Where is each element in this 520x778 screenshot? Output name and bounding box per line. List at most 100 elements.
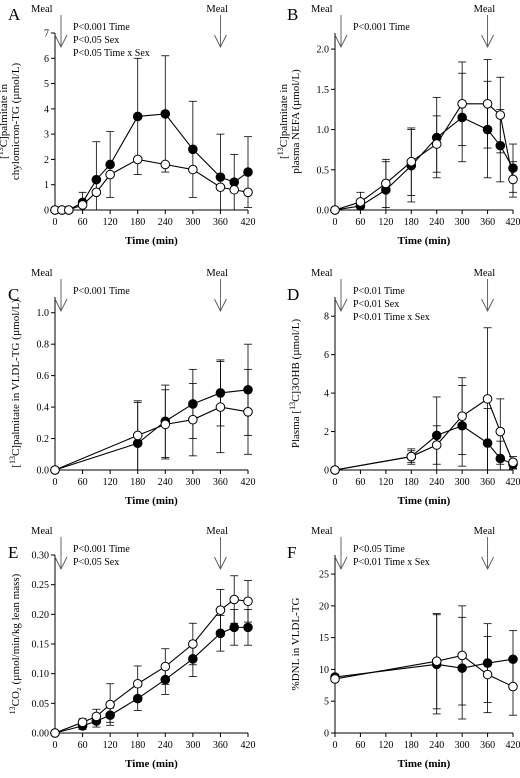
x-tick-label: 240 <box>158 477 173 488</box>
x-tick-label: 0 <box>53 477 58 488</box>
stats-annotation: P<0.05 Sex <box>73 557 119 568</box>
data-point <box>508 457 518 468</box>
stats-annotation: P<0.01 Time <box>353 286 405 297</box>
y-axis-label-superscript: 13 <box>8 456 17 464</box>
x-tick-label: 360 <box>480 740 495 751</box>
x-tick-label: 120 <box>378 217 393 228</box>
data-point <box>243 407 253 417</box>
y-axis-label: chylomicron-TG (µmol/L) <box>10 63 22 181</box>
panel-letter: F <box>287 543 296 562</box>
x-tick-label: 120 <box>378 477 393 488</box>
meal-arrow-head <box>214 298 227 313</box>
x-tick-label: 0 <box>333 217 338 228</box>
meal-label: Meal <box>31 268 53 279</box>
stats-annotation: P<0.01 Sex <box>353 299 399 310</box>
series-filled <box>330 614 518 720</box>
x-tick-label: 300 <box>185 477 200 488</box>
x-tick-label: 360 <box>213 477 228 488</box>
meal-arrow-head <box>54 298 68 313</box>
y-tick-label: 1 <box>44 180 49 191</box>
x-axis-label: Time (min) <box>125 235 178 247</box>
data-point <box>160 419 171 430</box>
y-axis-label-part: [ <box>0 155 10 159</box>
series-line <box>334 103 514 211</box>
x-tick-label: 180 <box>130 740 145 751</box>
series-open <box>50 154 253 215</box>
y-tick-label: 3 <box>44 130 49 141</box>
data-point <box>330 205 340 215</box>
meal-label: Meal <box>206 268 228 279</box>
y-axis-label-part: %DNL in VLDL-TG <box>290 598 302 691</box>
data-point <box>330 465 340 475</box>
panel-b: B 0.0 0.5 1.0 1.5 2.0 0 60 120 180 240 300 360 420 Tim… <box>276 4 520 247</box>
x-tick-label: 0 <box>333 740 338 751</box>
y-axis-label-part: C]palmitate in VLDL-TG (µmol/L) <box>10 299 22 456</box>
x-tick-label: 360 <box>480 477 495 488</box>
y-axis-label-part: C]palmitate in <box>278 84 290 148</box>
data-point <box>105 169 115 180</box>
data-point <box>508 681 518 692</box>
x-tick-label: 360 <box>213 740 228 751</box>
x-tick-label: 300 <box>185 217 200 228</box>
x-tick-label: 240 <box>429 477 444 488</box>
y-tick-label: 1.0 <box>317 125 330 136</box>
data-point <box>50 728 60 738</box>
y-tick-label: 0 <box>44 206 49 217</box>
x-tick-label: 420 <box>241 477 256 488</box>
stats-annotation: P<0.001 Time <box>73 22 130 33</box>
y-tick-label: 4 <box>44 104 49 115</box>
y-axis-label-superscript: 13 <box>0 147 5 155</box>
y-axis-label-part: [ <box>278 155 290 159</box>
data-point <box>495 426 506 437</box>
panel-f: F 0 5 10 15 20 25 0 60 120 180 240 300 360 420 Time (mi… <box>287 526 520 770</box>
y-tick-label: 0 <box>324 729 329 740</box>
data-point <box>50 465 60 475</box>
y-tick-label: 8 <box>324 312 329 323</box>
meal-label: Meal <box>474 526 496 537</box>
x-tick-label: 180 <box>130 217 145 228</box>
data-point <box>482 99 493 109</box>
y-tick-label: 0.10 <box>32 669 50 680</box>
series-filled <box>330 72 518 215</box>
x-tick-label: 0 <box>53 740 58 751</box>
x-tick-label: 180 <box>130 477 145 488</box>
meal-arrow-head <box>54 34 68 49</box>
data-point <box>215 182 226 193</box>
data-point <box>160 109 171 119</box>
meal-label: Meal <box>474 4 496 15</box>
data-point <box>243 187 253 198</box>
stats-annotation: P<0.05 Time <box>353 544 405 555</box>
data-point <box>132 111 143 122</box>
y-axis-label-part: plasma NEFA (µmol/L) <box>290 69 302 174</box>
y-axis-label: %DNL in VLDL-TG <box>290 598 302 691</box>
meal-label: Meal <box>311 526 333 537</box>
y-tick-label: 1.0 <box>37 308 50 319</box>
y-tick-label: 5 <box>44 79 49 90</box>
x-tick-label: 240 <box>429 217 444 228</box>
data-point <box>508 174 518 185</box>
y-tick-label: 6 <box>324 350 329 361</box>
data-point <box>457 411 467 421</box>
y-tick-label: 0.0 <box>37 466 50 477</box>
x-tick-label: 420 <box>506 217 520 228</box>
panel-letter: A <box>8 5 21 24</box>
data-point <box>63 205 74 215</box>
panel-c: C 0.0 0.2 0.4 0.6 0.8 1.0 0 60 120 180 240 300 360 420… <box>8 268 256 507</box>
y-axis-label-part: CO₂ (µmol/min/kg lean mass) <box>10 573 22 706</box>
y-axis-label: [13C]palmitate in <box>276 84 291 159</box>
x-tick-label: 60 <box>355 477 365 488</box>
y-tick-label: 4 <box>324 389 329 400</box>
data-point <box>188 144 198 155</box>
y-tick-label: 7 <box>44 29 49 40</box>
x-tick-label: 300 <box>455 740 470 751</box>
x-tick-label: 300 <box>455 477 470 488</box>
data-point <box>229 184 240 195</box>
x-tick-label: 0 <box>333 477 338 488</box>
x-tick-label: 240 <box>158 740 173 751</box>
data-point <box>229 622 240 633</box>
data-point <box>105 159 115 170</box>
series-line <box>54 626 248 734</box>
series-line <box>334 398 514 471</box>
stats-annotation: P<0.001 Time <box>73 286 130 297</box>
data-point <box>188 414 198 425</box>
